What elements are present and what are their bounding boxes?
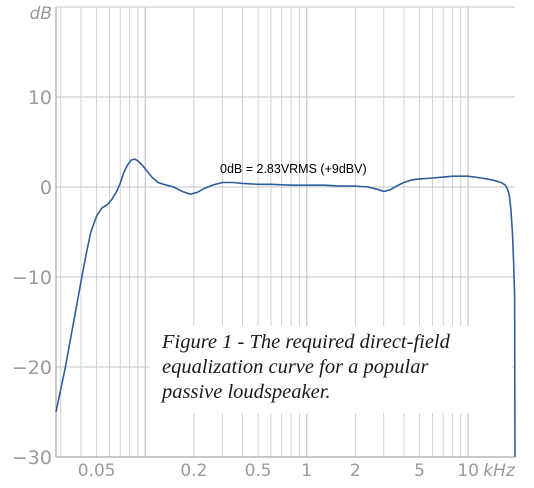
x-tick-label: 1 [301, 461, 312, 481]
y-tick-label: 10 [28, 87, 52, 109]
x-tick-label: 0.5 [245, 461, 272, 481]
x-tick-label: 10 [457, 461, 479, 481]
series-layer [55, 158, 516, 458]
caption-line-2: equalization curve for a popular [162, 356, 429, 378]
y-tick-labels: dB 10 0 −10 −20 −30 [12, 4, 52, 469]
caption-line-3: passive loudspeaker. [162, 381, 331, 403]
x-tick-label: 5 [414, 461, 425, 481]
x-tick-labels: 0.05 0.2 0.5 1 2 5 10 kHz [78, 461, 516, 481]
y-tick-label: −30 [12, 447, 52, 469]
y-tick-label: −20 [12, 357, 52, 379]
reference-level-annotation: 0dB = 2.83VRMS (+9dBV) [220, 162, 367, 176]
x-tick-label: 0.2 [180, 461, 207, 481]
figure-caption: Figure 1 - The required direct-field equ… [150, 326, 512, 413]
caption-line-1: Figure 1 - The required direct-field [162, 331, 450, 353]
eq-curve-line [55, 158, 516, 458]
plot-frame [55, 7, 515, 458]
x-tick-label: 0.05 [78, 461, 116, 481]
x-tick-label: 2 [350, 461, 361, 481]
x-axis-unit-label: kHz [483, 461, 516, 481]
y-tick-label: 0 [40, 177, 52, 199]
y-tick-label: −10 [12, 267, 52, 289]
y-axis-unit-label: dB [30, 4, 52, 24]
